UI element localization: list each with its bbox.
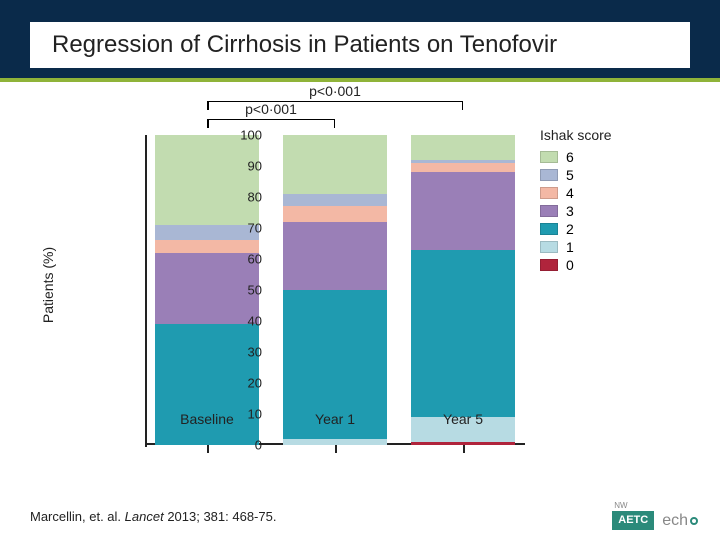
y-tick-label: 90 (222, 159, 262, 174)
slide-title: Regression of Cirrhosis in Patients on T… (52, 31, 557, 59)
legend-row: 0 (540, 257, 612, 273)
legend-swatch (540, 187, 558, 199)
bar-segment (283, 135, 387, 194)
bar-segment (411, 160, 515, 163)
legend-row: 1 (540, 239, 612, 255)
y-tick-label: 80 (222, 190, 262, 205)
y-tick-label: 20 (222, 376, 262, 391)
bar-year-5 (411, 135, 515, 445)
bar-segment (283, 194, 387, 206)
legend-row: 3 (540, 203, 612, 219)
y-axis-label: Patients (%) (40, 247, 56, 323)
echo-logo: ech (662, 512, 698, 530)
aetc-text: AETC (618, 514, 648, 526)
bar-segment (411, 250, 515, 417)
legend-swatch (540, 169, 558, 181)
x-tick-label: Year 1 (283, 411, 387, 427)
legend-swatch (540, 151, 558, 163)
header-band: Regression of Cirrhosis in Patients on T… (0, 0, 720, 78)
slide: Regression of Cirrhosis in Patients on T… (0, 0, 720, 540)
legend-label: 6 (566, 149, 574, 165)
bar-segment (283, 206, 387, 222)
citation-journal: Lancet (125, 509, 168, 524)
x-tick-label: Year 5 (411, 411, 515, 427)
legend-row: 5 (540, 167, 612, 183)
bar-segment (283, 222, 387, 290)
legend-row: 4 (540, 185, 612, 201)
legend-swatch (540, 223, 558, 235)
legend-label: 4 (566, 185, 574, 201)
y-tick-label: 40 (222, 314, 262, 329)
p-value-label: p<0·001 (245, 101, 297, 117)
y-tick-label: 30 (222, 345, 262, 360)
bar-segment (411, 163, 515, 172)
y-tick-label: 60 (222, 252, 262, 267)
x-tick (463, 445, 465, 453)
legend-swatch (540, 241, 558, 253)
title-bar: Regression of Cirrhosis in Patients on T… (30, 22, 690, 68)
bar-segment (411, 172, 515, 250)
legend-label: 0 (566, 257, 574, 273)
legend-label: 3 (566, 203, 574, 219)
legend-label: 1 (566, 239, 574, 255)
legend-label: 5 (566, 167, 574, 183)
legend-title: Ishak score (540, 127, 612, 143)
bar-segment (155, 135, 259, 225)
y-tick-label: 0 (222, 438, 262, 453)
x-tick (207, 445, 209, 453)
x-tick (335, 445, 337, 453)
legend-row: 2 (540, 221, 612, 237)
aetc-logo: NW AETC (612, 511, 654, 530)
bar-segment (411, 135, 515, 160)
y-tick-label: 100 (222, 128, 262, 143)
citation-author: Marcellin, et. al. (30, 509, 125, 524)
citation: Marcellin, et. al. Lancet 2013; 381: 468… (30, 509, 276, 524)
echo-text: ech (662, 512, 688, 530)
significance-bracket (207, 101, 463, 102)
accent-line (0, 78, 720, 82)
chart: Patients (%) Ishak score 6543210 0102030… (90, 95, 650, 475)
y-tick-label: 70 (222, 221, 262, 236)
y-tick-label: 50 (222, 283, 262, 298)
p-value-label: p<0·001 (309, 83, 361, 99)
legend-swatch (540, 205, 558, 217)
significance-bracket (207, 119, 335, 120)
x-tick-label: Baseline (155, 411, 259, 427)
legend-label: 2 (566, 221, 574, 237)
plot-area (145, 135, 525, 445)
legend-row: 6 (540, 149, 612, 165)
legend-swatch (540, 259, 558, 271)
aetc-nw: NW (614, 502, 627, 510)
citation-ref: 2013; 381: 468-75. (167, 509, 276, 524)
bar-year-1 (283, 135, 387, 445)
echo-dot-icon (690, 517, 698, 525)
footer-logos: NW AETC ech (612, 511, 698, 530)
legend: Ishak score 6 5 4 3 2 1 0 (540, 127, 612, 275)
